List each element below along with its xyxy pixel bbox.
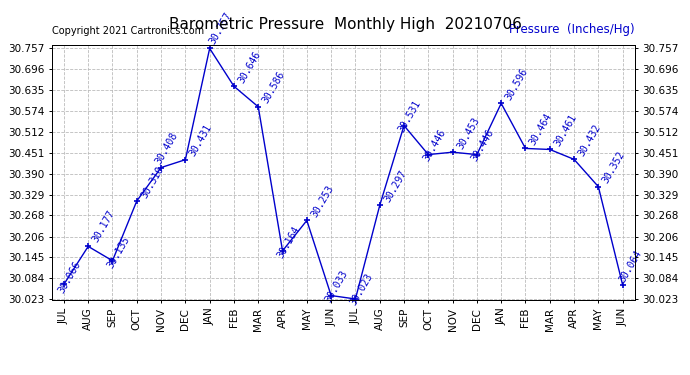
Text: 30.066: 30.066 [57, 259, 83, 294]
Text: 30.310: 30.310 [139, 164, 166, 200]
Text: 30.646: 30.646 [237, 50, 263, 85]
Text: 30.453: 30.453 [455, 115, 482, 151]
Text: Copyright 2021 Cartronics.com: Copyright 2021 Cartronics.com [52, 26, 204, 36]
Text: 30.586: 30.586 [261, 70, 287, 105]
Text: 30.253: 30.253 [309, 184, 335, 219]
Text: Barometric Pressure  Monthly High  20210706: Barometric Pressure Monthly High 2021070… [168, 17, 522, 32]
Text: 30.431: 30.431 [188, 123, 214, 158]
Text: 30.464: 30.464 [528, 111, 554, 147]
Text: 30.461: 30.461 [552, 112, 578, 148]
Text: 30.432: 30.432 [577, 123, 603, 158]
Text: 30.446: 30.446 [421, 127, 447, 163]
Text: 30.596: 30.596 [504, 66, 530, 102]
Text: 30.408: 30.408 [154, 130, 180, 166]
Text: 30.135: 30.135 [105, 234, 132, 270]
Text: 30.033: 30.033 [324, 268, 350, 304]
Text: 30.164: 30.164 [275, 224, 302, 260]
Text: 30.177: 30.177 [90, 209, 117, 245]
Text: 30.446: 30.446 [470, 127, 496, 163]
Text: 30.297: 30.297 [382, 168, 408, 204]
Text: 30.352: 30.352 [601, 150, 627, 185]
Text: 30.531: 30.531 [397, 98, 423, 134]
Text: 30.023: 30.023 [348, 272, 375, 307]
Text: 30.064: 30.064 [618, 248, 644, 284]
Text: 30.757: 30.757 [207, 10, 233, 46]
Text: Pressure  (Inches/Hg): Pressure (Inches/Hg) [509, 23, 635, 36]
